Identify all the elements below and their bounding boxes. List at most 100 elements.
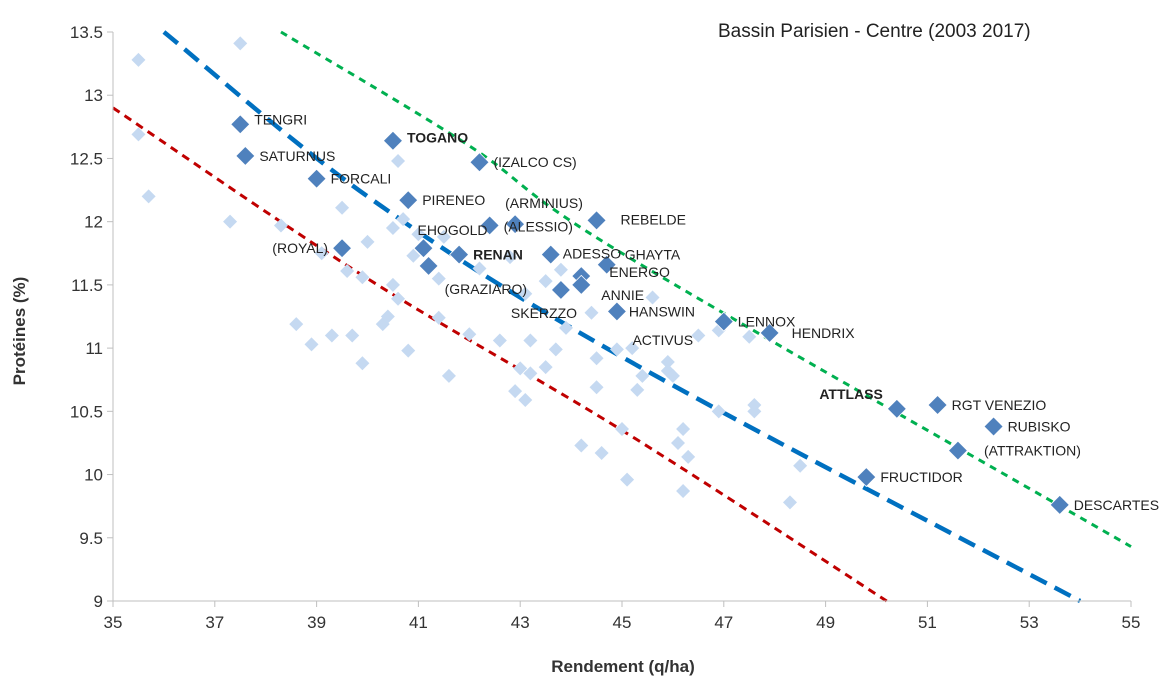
background-point [548,342,563,357]
x-tick-label: 51 [918,613,937,632]
background-point [340,263,355,278]
x-tick-label: 47 [714,613,733,632]
highlighted-point [331,238,353,259]
point-label: SATURNUS [259,148,335,164]
background-point [380,309,395,324]
highlighted-points [230,114,1070,515]
x-tick-label: 53 [1020,613,1039,632]
point-label: RENAN [473,247,523,263]
background-point [462,327,477,342]
background-point [396,212,411,227]
background-point [289,317,304,332]
point-label: TOGANO [407,130,468,146]
point-label: RGT VENEZIO [952,397,1047,413]
background-point [233,36,248,51]
highlighted-point [469,152,490,173]
background-point [559,320,574,335]
highlighted-point [235,145,256,166]
background-point [391,153,406,168]
background-point [594,446,609,461]
background-point [131,127,146,142]
highlighted-point [856,467,877,488]
background-point [503,250,518,265]
highlighted-point [586,210,607,231]
background-point [492,333,507,348]
background-point [131,52,146,67]
background-point [391,291,406,306]
point-label: DESCARTES [1074,497,1159,513]
y-axis-title: Protéines (%) [10,277,29,386]
point-label: HENDRIX [792,325,856,341]
background-point [676,422,691,437]
y-tick-label: 11 [85,339,103,358]
background-point [620,472,635,487]
background-point [665,368,680,383]
background-point [508,384,523,399]
x-tick-label: 49 [816,613,835,632]
background-point [406,248,421,263]
background-point [553,262,568,277]
background-point [747,404,762,419]
highlighted-point [449,244,470,265]
highlighted-point [759,322,780,344]
x-tick-label: 35 [104,613,123,632]
x-tick-label: 43 [511,613,530,632]
point-label: PIRENEO [422,192,485,208]
background-point [645,290,660,305]
point-label: ENERGO [609,264,670,280]
background-point [538,360,553,375]
background-point [589,380,604,395]
point-label: (ROYAL) [272,240,328,256]
background-point [355,356,370,371]
tick-labels: 35 37 39 41 43 45 47 49 51 53 55 9 9.5 10 10.5 11 11.5 12… [70,23,1141,632]
highlighted-point [306,168,327,189]
background-point [538,274,553,289]
background-points [131,36,808,510]
point-label: HANSWIN [629,303,695,319]
point-label: (GRAZIARO) [445,281,527,297]
background-point [615,422,629,437]
background-point [141,189,156,204]
highlighted-point [505,214,526,235]
background-point [324,328,339,343]
background-point [711,404,726,419]
background-point [385,220,400,235]
highlighted-point [1049,494,1070,515]
background-point [660,355,675,370]
background-point [630,382,645,397]
highlighted-point [947,440,969,461]
point-label: (ATTRAKTION) [984,443,1081,459]
background-point [793,458,808,473]
chart-title: Bassin Parisien - Centre (2003 2017) [718,21,1031,42]
background-point [411,227,426,242]
background-point [518,392,533,407]
background-point [314,246,329,261]
background-point [670,435,685,450]
highlighted-point [606,301,627,322]
y-tick-label: 10 [84,466,103,485]
x-axis-title: Rendement (q/ha) [551,657,695,676]
y-tick-label: 10.5 [70,402,103,421]
background-point [223,214,238,229]
highlighted-point [886,398,907,419]
point-label: RUBISKO [1008,419,1071,435]
point-label: (ARMINIUS) [505,195,583,211]
background-point [513,361,528,376]
point-label: EHOGOLD [417,222,487,238]
point-label: ADESSO [563,246,621,262]
highlighted-point [596,254,617,275]
background-point [436,229,451,244]
fitted-curve-curve-high [280,30,1132,548]
background-point [782,495,797,510]
background-point [355,270,370,285]
point-label: FRUCTIDOR [880,469,962,485]
x-tick-label: 37 [205,613,224,632]
background-point [609,342,624,357]
background-point [589,351,604,366]
background-point [431,310,446,325]
point-label: TENGRI [254,111,307,127]
fitted-curve-curve-mid [162,30,1082,603]
highlighted-point [983,416,1004,437]
highlighted-point [927,394,948,416]
